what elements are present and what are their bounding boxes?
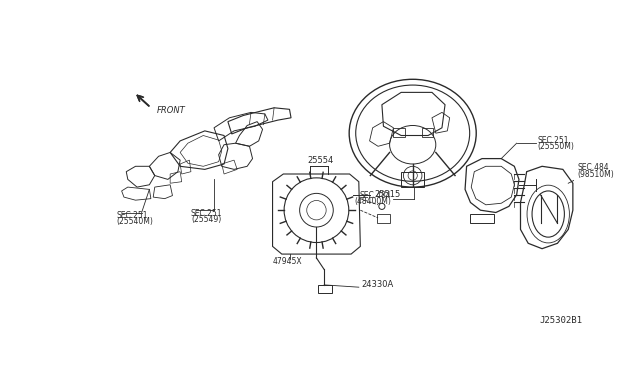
Text: SEC.251: SEC.251	[538, 136, 569, 145]
Text: (25550M): (25550M)	[538, 142, 574, 151]
Text: 25554: 25554	[307, 156, 333, 166]
Text: 24330A: 24330A	[361, 280, 394, 289]
Text: SEC.251: SEC.251	[191, 209, 223, 218]
Text: FRONT: FRONT	[157, 106, 186, 115]
Text: J25302B1: J25302B1	[540, 316, 583, 325]
Text: (25540M): (25540M)	[116, 217, 153, 226]
Text: 47945X: 47945X	[273, 257, 302, 266]
Text: SEC.484: SEC.484	[360, 191, 391, 200]
Text: (48400M): (48400M)	[355, 197, 391, 206]
Text: (98510M): (98510M)	[577, 170, 614, 179]
Text: SEC.484: SEC.484	[577, 163, 609, 172]
Text: (25549): (25549)	[191, 215, 221, 224]
Text: SEC.251: SEC.251	[116, 211, 148, 220]
Text: 25515: 25515	[374, 190, 401, 199]
